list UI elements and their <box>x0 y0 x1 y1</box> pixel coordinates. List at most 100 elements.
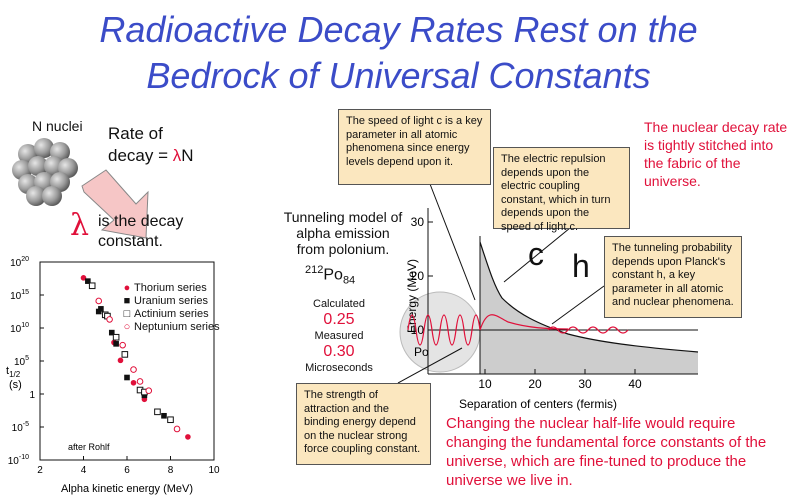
po-symbol: Po <box>323 266 343 284</box>
calculated-value: 0.25 <box>323 311 355 328</box>
data-point-series-1 <box>108 329 115 336</box>
box-strong-force: The strength of attraction and the bindi… <box>296 383 431 465</box>
legend-actinium: □ Actinium series <box>123 308 209 320</box>
halflife-values: Calculated 0.25 Measured 0.30 Microsecon… <box>300 298 378 374</box>
energy-y-tick-10: 10 <box>411 323 425 337</box>
energy-x-tick-20: 20 <box>528 377 542 391</box>
tunneling-title-line-2: alpha emission <box>296 225 390 241</box>
tunneling-title-line-3: from polonium. <box>296 241 390 257</box>
data-point-series-2 <box>167 416 174 424</box>
data-point-series-0 <box>117 357 124 364</box>
pointer-planck <box>551 285 605 325</box>
measured-label: Measured <box>314 330 364 342</box>
nuclear-rate-text: The nuclear decay rate is tightly stitch… <box>644 119 788 189</box>
box-speed-of-light: The speed of light c is a key parameter … <box>338 109 491 185</box>
data-point-series-1 <box>113 341 119 347</box>
x-tick-label: 2 <box>37 465 43 476</box>
energy-x-tick-40: 40 <box>628 377 642 391</box>
data-point-series-1 <box>95 308 102 315</box>
data-point-series-1 <box>85 278 91 284</box>
energy-y-ticks: 10 20 30 <box>411 215 433 337</box>
bottom-statement: Changing the nuclear half-life would req… <box>446 415 767 489</box>
microseconds-label: Microseconds <box>305 362 373 374</box>
rate-lambda: λ <box>172 146 182 165</box>
data-point-series-3 <box>145 387 153 394</box>
lambda-text-line-1: is the decay <box>98 213 184 230</box>
y-tick-label: 1020 <box>10 256 29 269</box>
nuclei-illustration <box>12 138 149 239</box>
rate-prefix: decay = <box>108 146 173 165</box>
energy-x-tick-10: 10 <box>478 377 492 391</box>
pointer-light <box>429 183 476 301</box>
energy-y-tick-30: 30 <box>411 215 425 229</box>
filled-circle-icon: ● <box>123 282 131 294</box>
x-tick-label: 8 <box>168 465 174 476</box>
data-point-series-1 <box>141 392 148 399</box>
data-point-series-3 <box>173 425 181 433</box>
data-point-series-2 <box>121 351 129 358</box>
y-tick-label: 1015 <box>10 289 29 302</box>
pointer-strong <box>397 347 463 384</box>
energy-x-axis-label: Separation of centers (fermis) <box>459 397 617 411</box>
x-tick-label: 6 <box>124 465 130 476</box>
energy-x-ticks: 10 20 30 40 <box>478 369 642 391</box>
letter-h: h <box>572 248 590 284</box>
y-tick-label: 105 <box>14 355 29 368</box>
po-mass-number: 212 <box>305 264 324 276</box>
x-tick-label: 4 <box>81 465 87 476</box>
data-point-series-1 <box>124 374 130 381</box>
y-tick-label: 1 <box>29 390 35 401</box>
open-square-icon: □ <box>123 308 131 320</box>
data-point-series-2 <box>154 408 161 416</box>
nuclei-label: N nuclei <box>32 118 83 134</box>
data-point-series-0 <box>130 379 137 386</box>
tunneling-title-line-1: Tunneling model of <box>283 209 403 225</box>
half-life-chart: 1020 1015 1010 105 1 10-5 10-10 2 4 6 8 10 t1/2 (s… <box>6 256 220 495</box>
y-tick-label: 10-5 <box>12 421 29 434</box>
energy-y-axis-label: Energy (MeV) <box>405 259 419 333</box>
decay-arrow-icon <box>81 169 149 239</box>
data-point-series-3 <box>106 316 113 323</box>
filled-square-icon: ■ <box>123 295 131 307</box>
y-axis-label: t1/2 <box>6 365 21 379</box>
x-ticks: 2 4 6 8 10 <box>37 456 220 476</box>
po-circle-label: Po <box>414 345 429 359</box>
rate-n: N <box>181 146 194 165</box>
data-points <box>80 275 191 440</box>
polonium-isotope: 212Po84 <box>305 264 355 287</box>
title-line-2: Bedrock of Universal Constants <box>146 55 651 96</box>
energy-diagram: Po 10 20 30 10 20 30 40 Energy (MeV) Sep… <box>399 208 699 411</box>
legend-uranium: ■ Uranium series <box>123 295 208 307</box>
data-point-series-0 <box>185 434 191 440</box>
energy-y-tick-20: 20 <box>411 269 425 283</box>
y-tick-label: 10-10 <box>8 454 29 467</box>
x-axis-label: Alpha kinetic energy (MeV) <box>61 483 193 495</box>
legend-neptunium: ○ Neptunium series <box>123 321 220 333</box>
data-point-series-3 <box>130 366 137 373</box>
box-planck-constant: The tunneling probability depends upon P… <box>604 236 742 318</box>
measured-value: 0.30 <box>323 343 355 360</box>
wavefunction-outside <box>547 326 629 334</box>
letter-c: c <box>528 236 544 272</box>
calculated-label: Calculated <box>313 298 365 310</box>
data-point-series-0 <box>80 275 87 281</box>
x-tick-label: 10 <box>208 465 220 476</box>
data-point-series-3 <box>119 341 126 349</box>
chart-legend: ● Thorium series ■ Uranium series □ Actiniu… <box>122 282 220 334</box>
open-circle-icon: ○ <box>123 321 131 333</box>
title-line-1: Radioactive Decay Rates Rest on the <box>99 9 698 50</box>
energy-x-tick-30: 30 <box>578 377 592 391</box>
coulomb-barrier-shade <box>480 242 698 374</box>
lambda-description: is the decay constant. <box>98 212 183 252</box>
wavefunction-inside <box>407 314 481 346</box>
data-point-series-3 <box>95 297 103 305</box>
data-point-series-2 <box>112 333 120 341</box>
rate-line-2: decay = λN <box>108 145 194 167</box>
lambda-symbol: λ <box>70 208 90 243</box>
nuclei-cluster-icon <box>12 138 78 206</box>
y-ticks: 1020 1015 1010 105 1 10-5 10-10 <box>8 256 44 467</box>
data-point-series-1 <box>161 412 167 419</box>
rate-line-1: Rate of <box>108 124 163 143</box>
chart-annotation: after Rohlf <box>68 442 110 452</box>
